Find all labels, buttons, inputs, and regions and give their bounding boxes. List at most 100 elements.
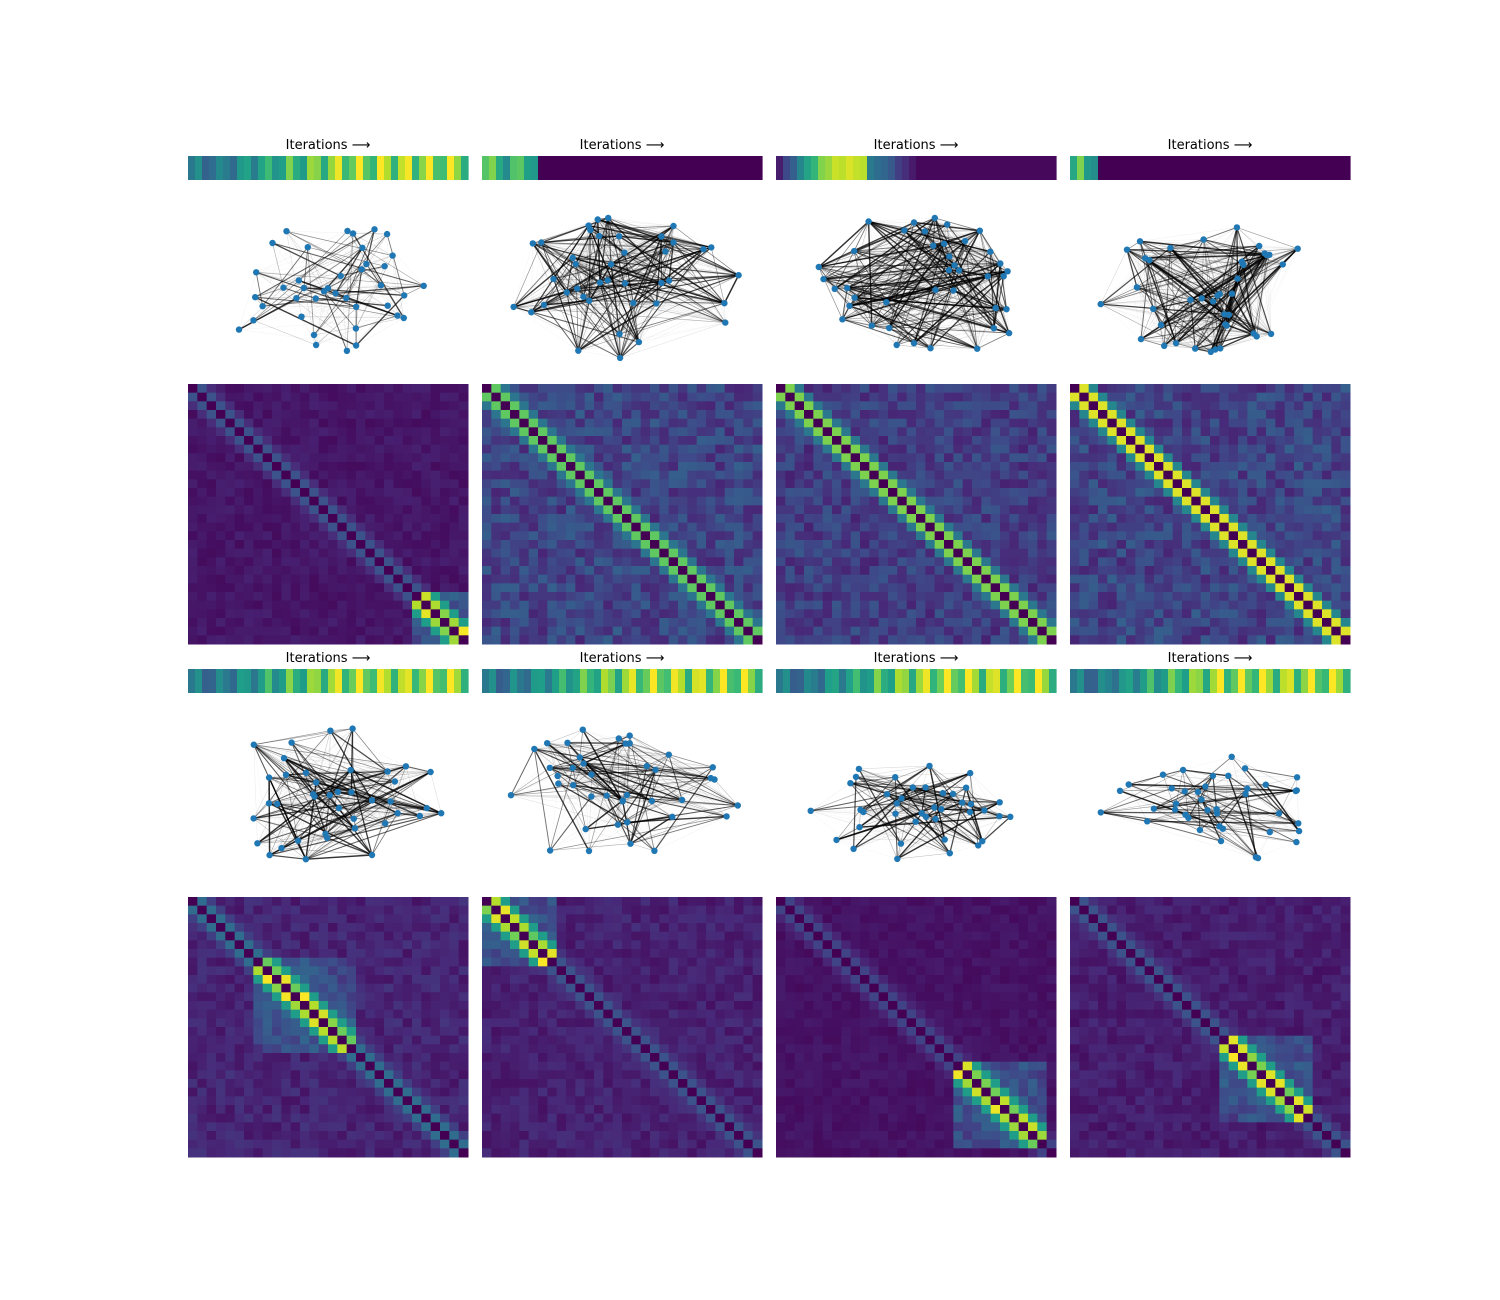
matrix-cell bbox=[785, 514, 796, 524]
matrix-cell bbox=[696, 531, 707, 541]
matrix-cell bbox=[990, 496, 1001, 506]
matrix-cell bbox=[290, 384, 301, 394]
matrix-cell bbox=[346, 462, 357, 472]
matrix-cell bbox=[860, 592, 870, 602]
matrix-cell bbox=[794, 384, 805, 394]
matrix-cell bbox=[981, 384, 992, 394]
matrix-cell bbox=[906, 470, 917, 480]
matrix-cell bbox=[556, 557, 567, 567]
matrix-cell bbox=[365, 410, 376, 420]
matrix-cell bbox=[832, 592, 842, 602]
matrix-cell bbox=[678, 618, 688, 628]
matrix-cell bbox=[944, 592, 954, 602]
matrix-cell bbox=[365, 488, 376, 498]
matrix-cell bbox=[547, 522, 558, 532]
graph-node bbox=[253, 269, 260, 276]
matrix-cell bbox=[687, 496, 698, 506]
graph-edge bbox=[661, 275, 739, 284]
matrix-cell bbox=[696, 453, 707, 463]
matrix-cell bbox=[547, 618, 558, 628]
matrix-cell bbox=[860, 444, 870, 454]
matrix-cell bbox=[944, 427, 954, 437]
matrix-cell bbox=[794, 496, 805, 506]
matrix-cell bbox=[897, 557, 908, 567]
matrix-cell bbox=[309, 436, 320, 446]
matrix-cell bbox=[776, 401, 786, 411]
matrix-cell bbox=[421, 626, 432, 636]
matrix-cell bbox=[206, 384, 217, 394]
matrix-cell bbox=[244, 444, 254, 454]
matrix-cell bbox=[374, 609, 385, 619]
matrix-cell bbox=[197, 436, 208, 446]
matrix-cell bbox=[412, 410, 422, 420]
graph-edge bbox=[868, 221, 890, 329]
matrix-cell bbox=[1046, 618, 1057, 628]
graph-edge bbox=[1149, 260, 1272, 335]
matrix-cell bbox=[244, 557, 254, 567]
matrix-cell bbox=[500, 470, 511, 480]
matrix-cell bbox=[752, 557, 763, 567]
matrix-cell bbox=[897, 574, 908, 584]
matrix-cell bbox=[603, 462, 614, 472]
graph-edge bbox=[610, 264, 626, 284]
matrix-cell bbox=[356, 592, 366, 602]
matrix-cell bbox=[1009, 470, 1020, 480]
matrix-cell bbox=[309, 557, 320, 567]
strip-cell bbox=[923, 156, 931, 180]
matrix-cell bbox=[794, 626, 805, 636]
matrix-cell bbox=[878, 384, 889, 394]
matrix-cell bbox=[962, 453, 973, 463]
matrix-cell bbox=[869, 392, 880, 402]
matrix-cell bbox=[1000, 626, 1010, 636]
matrix-cell bbox=[510, 540, 520, 550]
matrix-cell bbox=[622, 548, 632, 558]
matrix-cell bbox=[687, 462, 698, 472]
matrix-cell bbox=[216, 418, 226, 428]
matrix-cell bbox=[272, 436, 282, 446]
matrix-cell bbox=[953, 401, 964, 411]
matrix-cell bbox=[188, 392, 198, 402]
graph-edge bbox=[575, 248, 704, 265]
matrix-cell bbox=[356, 583, 366, 593]
matrix-cell bbox=[990, 531, 1001, 541]
matrix-cell bbox=[776, 635, 786, 645]
graph-edge bbox=[834, 271, 1008, 289]
matrix-cell bbox=[440, 548, 450, 558]
matrix-cell bbox=[1009, 600, 1020, 610]
matrix-cell bbox=[794, 462, 805, 472]
graph-edge bbox=[298, 230, 348, 281]
matrix-cell bbox=[724, 522, 735, 532]
matrix-cell bbox=[715, 496, 726, 506]
graph-edge bbox=[933, 245, 1007, 310]
matrix-cell bbox=[785, 522, 796, 532]
matrix-cell bbox=[1037, 453, 1048, 463]
matrix-cell bbox=[715, 514, 726, 524]
matrix-cell bbox=[234, 574, 245, 584]
matrix-cell bbox=[916, 566, 926, 576]
matrix-cell bbox=[776, 479, 786, 489]
matrix-cell bbox=[668, 384, 679, 394]
matrix-cell bbox=[752, 635, 763, 645]
graph-edge bbox=[924, 231, 936, 291]
matrix-cell bbox=[944, 557, 954, 567]
graph-edge bbox=[913, 328, 994, 344]
matrix-cell bbox=[500, 505, 511, 515]
matrix-cell bbox=[794, 488, 805, 498]
matrix-cell bbox=[197, 522, 208, 532]
strip-cell bbox=[909, 156, 917, 180]
matrix-cell bbox=[234, 453, 245, 463]
matrix-cell bbox=[206, 418, 217, 428]
matrix-cell bbox=[715, 401, 726, 411]
graph-edge bbox=[610, 263, 726, 323]
matrix-cell bbox=[309, 531, 320, 541]
strip-cell bbox=[1245, 156, 1253, 180]
strip-cell bbox=[1210, 156, 1218, 180]
matrix-cell bbox=[706, 436, 716, 446]
matrix-cell bbox=[678, 427, 688, 437]
graph-edge bbox=[871, 325, 931, 349]
matrix-cell bbox=[528, 384, 539, 394]
matrix-cell bbox=[860, 540, 870, 550]
matrix-cell bbox=[925, 566, 936, 576]
graph-node bbox=[349, 230, 357, 237]
matrix-cell bbox=[346, 496, 357, 506]
